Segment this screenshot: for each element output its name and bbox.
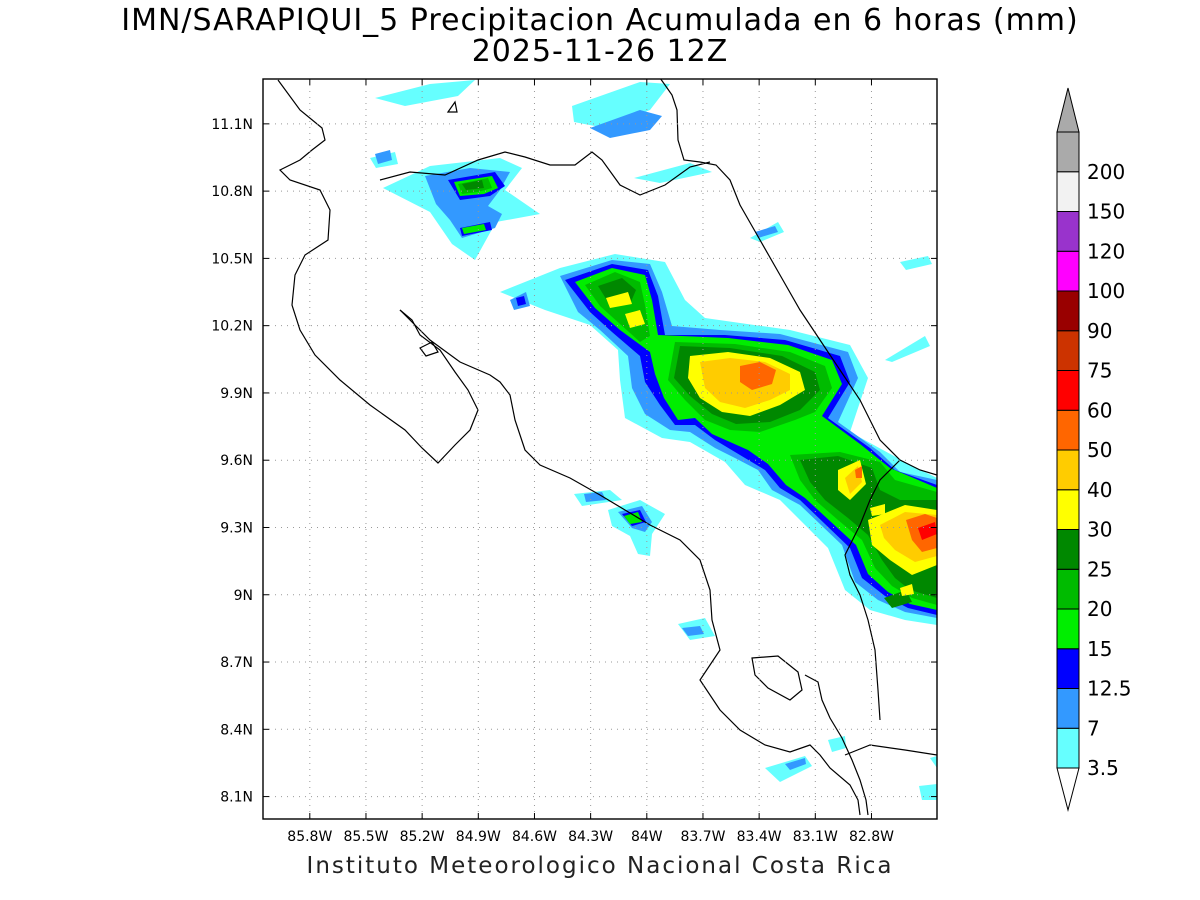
map-date: 2025-11-26 12Z [471,34,729,69]
colorbar-level-label: 25 [1087,557,1112,581]
lat-tick-label: 9.3N [220,520,253,536]
lon-tick-label: 84.3W [568,829,613,845]
lat-tick-label: 9.6N [220,453,253,469]
lat-tick-label: 9.9N [220,386,253,402]
colorbar-level-label: 30 [1087,518,1112,542]
lon-tick-label: 84.9W [456,829,501,845]
longitude-axis: 85.8W 85.5W 85.2W 84.9W 84.6W 84.3W 84W 83.7W 83… [287,79,894,845]
colorbar-swatch [1056,529,1080,570]
lat-tick-label: 10.5N [211,251,253,267]
lat-tick-label: 8.1N [220,790,253,806]
colorbar-level-label: 75 [1087,359,1112,383]
colorbar-swatch [1056,171,1080,212]
colorbar-level-label: 3.5 [1087,756,1119,780]
map-title: IMN/SARAPIQUI_5 Precipitacion Acumulada … [121,3,1079,38]
credit-text: Instituto Meteorologico Nacional Costa R… [306,853,894,879]
colorbar-swatch [1056,688,1080,729]
lat-tick-label: 8.7N [220,655,253,671]
colorbar-level-label: 15 [1087,637,1112,661]
lat-tick-label: 11.1N [211,117,253,133]
colorbar-swatch [1056,131,1080,173]
lon-tick-label: 85.2W [400,829,445,845]
lon-tick-label: 83.1W [793,829,838,845]
lat-tick-label: 10.8N [211,184,253,200]
colorbar-level-label: 7 [1087,716,1100,740]
latitude-axis: 11.1N 10.8N 10.5N 10.2N 9.9N 9.6N 9.3N 9N 8.7N 8.… [211,117,937,806]
colorbar-level-label: 200 [1087,160,1125,184]
colorbar: 3.5 7 12.5 15 20 25 30 40 50 60 75 90 100 120 150 200 [1056,87,1132,812]
colorbar-level-label: 90 [1087,319,1112,343]
plot-frame [262,78,938,820]
lon-tick-label: 83.4W [737,829,782,845]
colorbar-swatch [1056,648,1080,689]
border-line [379,151,901,721]
precip-level-60 [918,522,937,540]
colorbar-swatch [1056,489,1080,530]
lon-tick-label: 85.5W [343,829,388,845]
lat-tick-label: 9N [234,588,253,604]
precipitation-field [370,80,937,800]
lon-tick-label: 83.7W [680,829,725,845]
colorbar-level-label: 20 [1087,597,1112,621]
colorbar-level-label: 150 [1087,200,1125,224]
colorbar-swatch [1056,370,1080,411]
colorbar-swatch [1056,290,1080,332]
colorbar-swatch [1056,608,1080,650]
lon-tick-label: 84W [631,829,663,845]
colorbar-swatch [1056,727,1080,769]
colorbar-swatch [1056,449,1080,491]
colorbar-swatch [1056,568,1080,610]
lat-tick-label: 10.2N [211,319,253,335]
lon-tick-label: 85.8W [287,829,332,845]
lon-tick-label: 82.8W [849,829,894,845]
lon-tick-label: 84.6W [512,829,557,845]
colorbar-min-arrow [1056,767,1080,812]
coastline [277,79,937,816]
graticule [263,79,937,819]
colorbar-level-label: 50 [1087,438,1112,462]
colorbar-level-label: 100 [1087,279,1125,303]
colorbar-level-label: 40 [1087,478,1112,502]
colorbar-level-label: 12.5 [1087,677,1132,701]
colorbar-level-label: 60 [1087,398,1112,422]
colorbar-level-label: 120 [1087,239,1125,263]
colorbar-swatch [1056,330,1080,371]
colorbar-max-arrow [1056,87,1080,133]
colorbar-swatch [1056,211,1080,252]
lat-tick-label: 8.4N [220,722,253,738]
colorbar-swatch [1056,409,1080,451]
colorbar-swatch [1056,250,1080,292]
